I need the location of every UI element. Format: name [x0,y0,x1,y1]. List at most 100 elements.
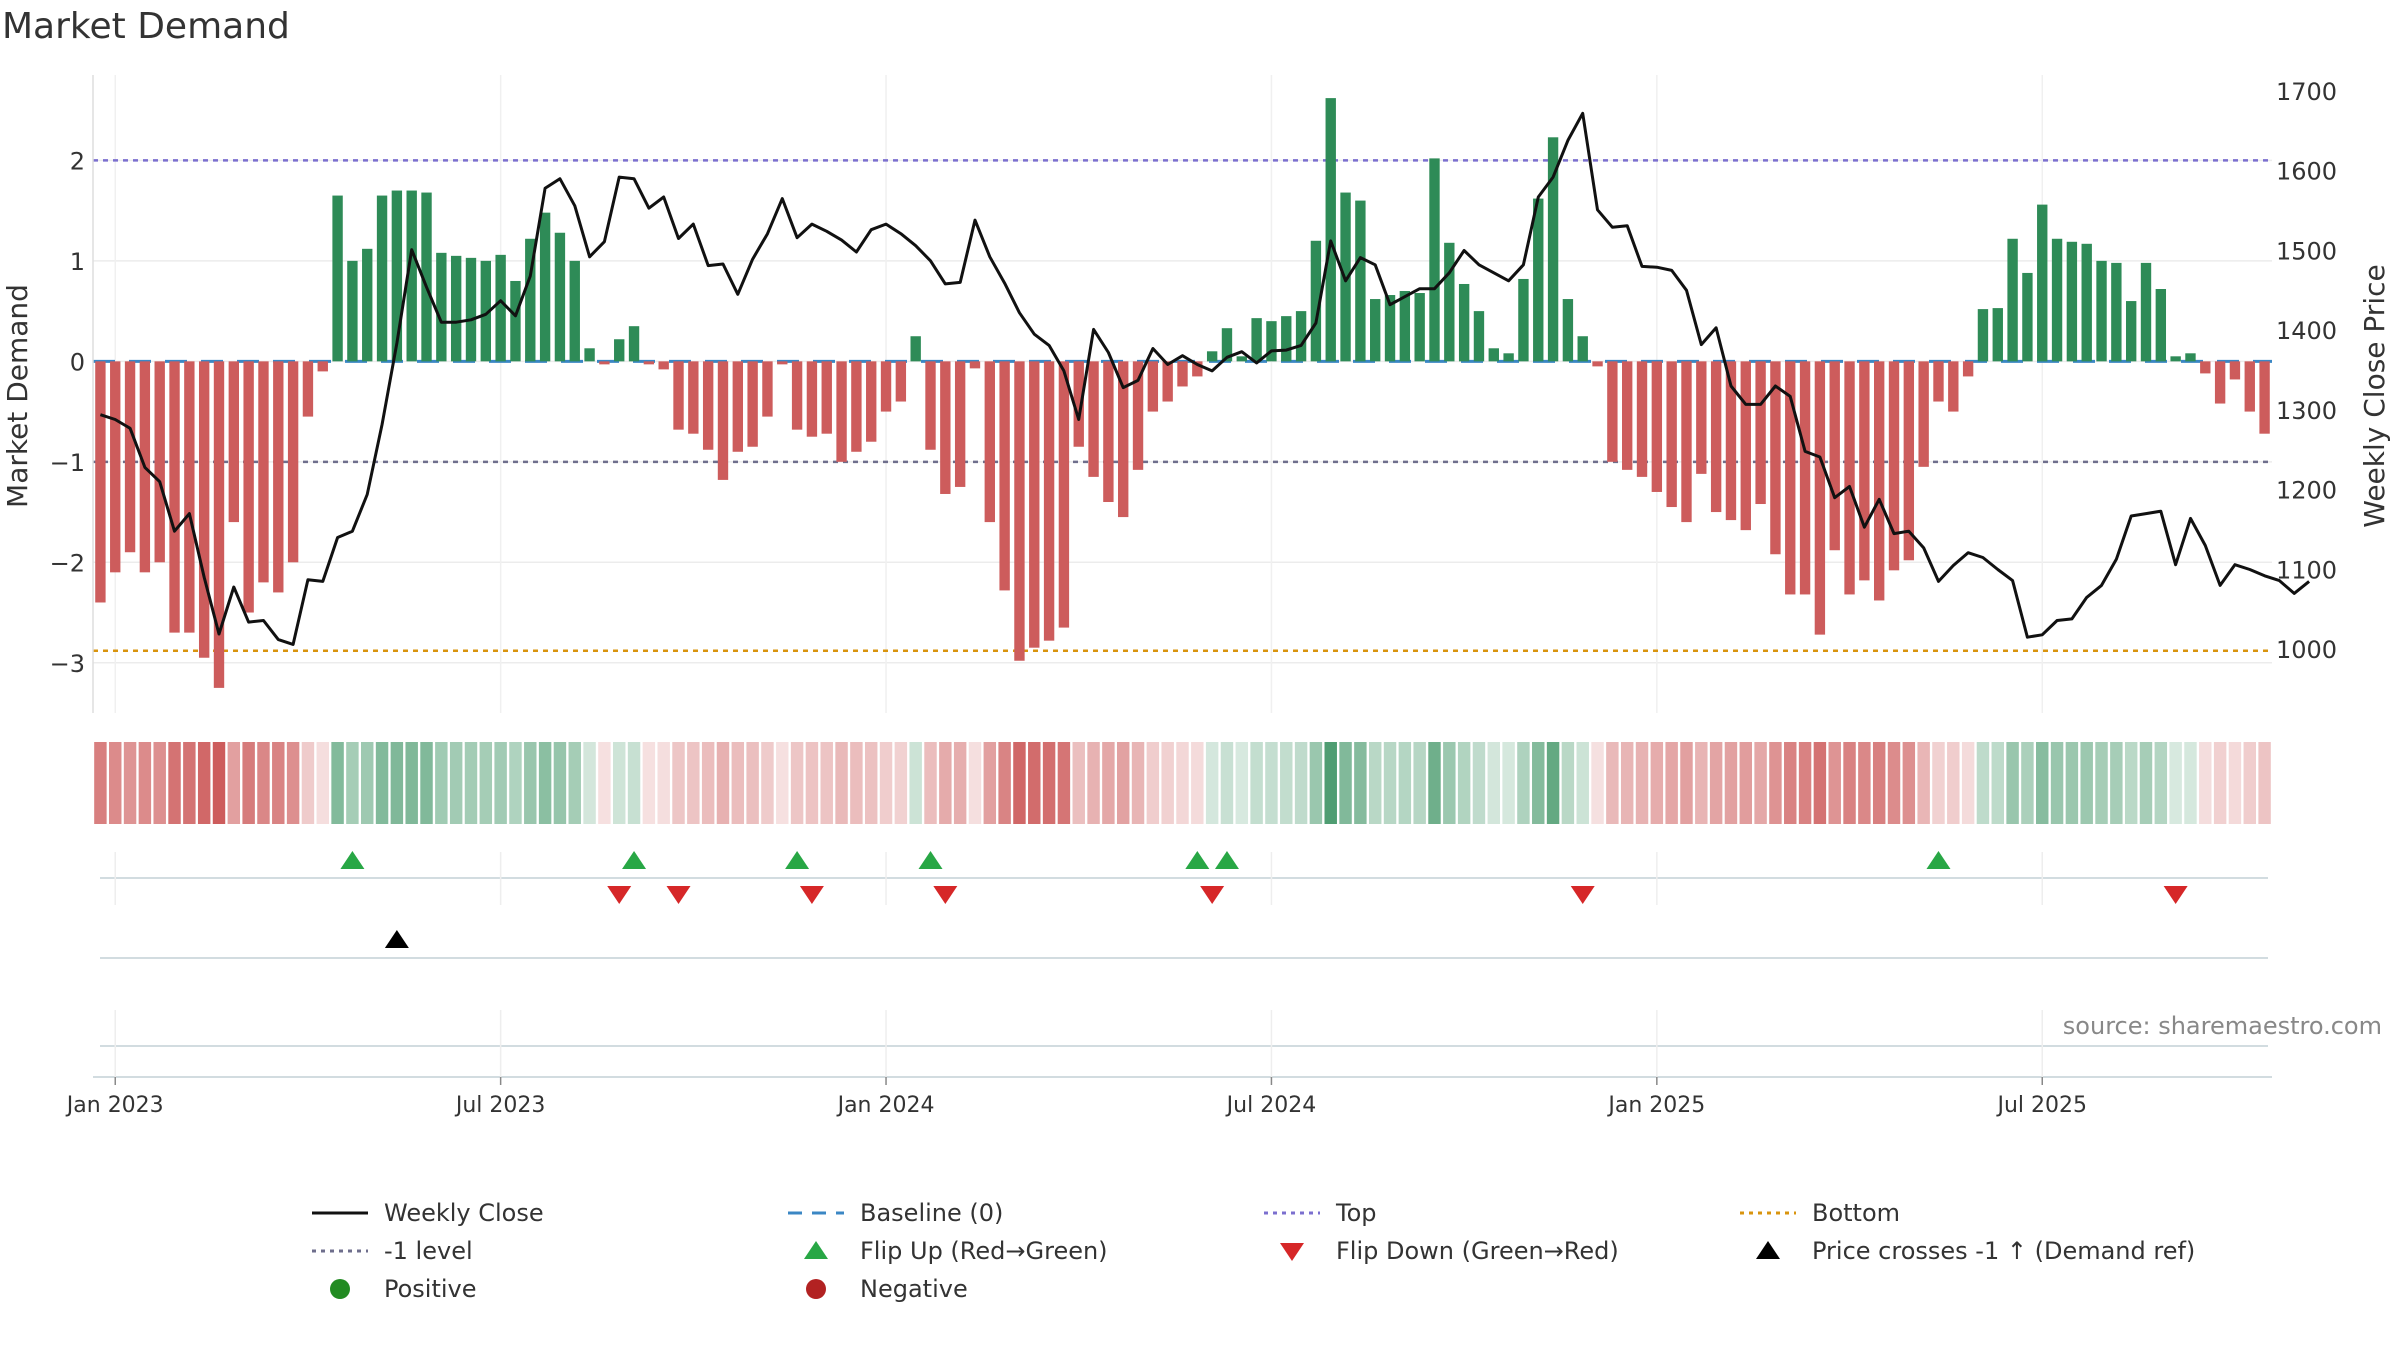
legend-item-price-cross: Price crosses -1 ↑ (Demand ref) [1740,1233,2195,1269]
strip-cell [1220,742,1234,824]
strip-cell [1368,742,1382,824]
y2-tick-label: 1700 [2276,78,2337,106]
flip-up-marker [1214,851,1239,869]
demand-bar [554,232,566,362]
y-tick-label: −2 [50,549,85,577]
strip-cell [835,742,848,824]
strip-cell [627,742,641,824]
strip-cell [1265,742,1278,824]
legend-label: Flip Down (Green→Red) [1336,1237,1619,1265]
strip-cell [776,742,789,824]
legend-item-weekly-close: Weekly Close [312,1195,544,1231]
gridlines [93,75,2272,713]
demand-bar [2170,356,2181,362]
legend-item-negative: Negative [788,1271,968,1307]
x-tick-label: Jul 2023 [454,1093,546,1118]
demand-bar [169,361,180,633]
strip-cell [1769,742,1782,824]
strip-cell [953,742,967,824]
demand-bar [510,280,521,362]
x-tick-label: Jan 2024 [836,1093,935,1118]
strip-cell [1947,742,1960,824]
demand-bar [1281,316,1292,362]
strip-cell [435,742,448,824]
demand-bars [95,98,2270,688]
legend-item-minus1: -1 level [312,1233,473,1269]
demand-bar [258,361,269,583]
x-axis: Jan 2023 Jul 2023 Jan 2024 Jul 2024 Jan 2025… [65,1077,2087,1118]
legend-item-baseline: Baseline (0) [788,1195,1003,1231]
demand-bar [1740,361,1751,531]
demand-bar [213,361,225,688]
demand-bar [1785,361,1796,595]
demand-bar [2185,353,2196,362]
strip-cell [612,742,626,824]
strip-cell [1724,742,1738,824]
demand-bar [1903,361,1915,561]
strip-cell [1191,742,1204,824]
demand-bar [969,361,981,369]
strip-cell [864,742,878,824]
demand-bar [954,361,966,487]
strip-cell [286,742,300,824]
strip-cell [790,742,804,824]
strip-cell [1561,742,1575,824]
demand-bar [910,336,921,362]
demand-bar [302,361,314,417]
demand-bar [880,361,892,412]
demand-bar [1103,361,1114,503]
strip-cell [642,742,656,824]
strip-cell [568,742,581,824]
strip-cell [894,742,908,824]
legend-item-flip-up: Flip Up (Red→Green) [788,1233,1108,1269]
strip-cell [1813,742,1827,824]
demand-bar [287,361,299,563]
demand-bar [628,326,640,362]
strip-cell [168,742,181,824]
axes: −3 −2 −1 0 1 2 1000 1100 1200 1300 1400 1500 1600 170… [1,75,2391,713]
legend-item-positive: Positive [312,1271,477,1307]
strip-cell [1635,742,1649,824]
demand-bar [2214,361,2226,404]
demand-bar [2229,361,2241,380]
strip-cell [2213,742,2227,824]
legend-label: Price crosses -1 ↑ (Demand ref) [1812,1237,2196,1265]
strip-cell [1383,742,1397,824]
reference-levels [93,159,2272,652]
strip-cell [2050,742,2064,824]
demand-bar [347,260,358,362]
strip-cell [1131,742,1145,824]
demand-bar [1518,278,1529,362]
demand-bar [1014,361,1025,661]
marker-panels [93,851,2272,1078]
demand-bar [1429,158,1440,362]
strip-cell [909,742,922,824]
strip-cell [183,742,196,824]
demand-bar [2200,361,2211,374]
demand-bar [1636,361,1648,477]
demand-bar [732,361,743,452]
y-tick-label: −3 [50,650,85,678]
y-tick-label: −1 [50,449,85,477]
legend-line-icon [312,1211,368,1215]
demand-bar [791,361,803,430]
strip-cell [227,742,241,824]
strip-cell [1294,742,1308,824]
y-tick-label: 2 [70,147,85,175]
demand-bar [376,195,388,362]
strip-cell [153,742,166,824]
strip-cell [924,742,937,824]
strip-cell [1858,742,1871,824]
demand-bar [1962,361,1974,377]
demand-bar [406,190,417,362]
demand-bar [851,361,862,452]
flip-down-marker [2163,886,2188,904]
color-strip [94,742,2271,824]
demand-bar [643,361,655,365]
demand-bar [465,257,477,362]
strip-cell [1976,742,1990,824]
y2-tick-label: 1300 [2276,397,2337,425]
strip-cell [716,742,730,824]
strip-cell [1665,742,1678,824]
demand-bar [1043,361,1055,641]
